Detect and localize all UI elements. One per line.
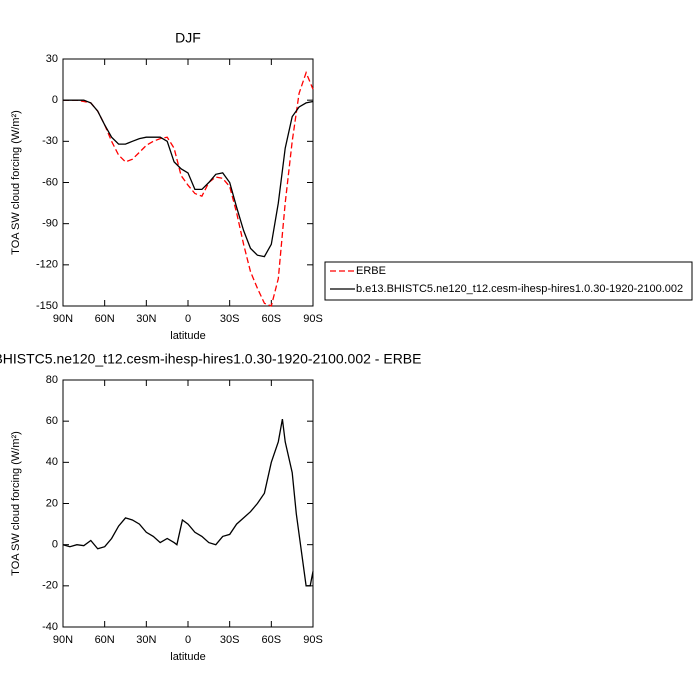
y-tick-label: 30 — [46, 53, 58, 65]
chart-title: b.e13.BHISTC5.ne120_t12.cesm-ihesp-hires… — [0, 351, 421, 367]
x-tick-label: 90S — [303, 634, 323, 646]
x-tick-label: 30N — [136, 634, 156, 646]
data-line — [62, 418, 314, 587]
y-tick-label: 0 — [52, 94, 58, 106]
plot-frame — [62, 58, 314, 307]
x-tick-label: 60N — [95, 634, 115, 646]
y-tick-label: -40 — [42, 621, 58, 633]
x-tick-label: 30S — [220, 634, 240, 646]
y-tick-label: 20 — [46, 497, 58, 509]
x-tick-label: 60S — [262, 634, 282, 646]
y-tick-label: -30 — [42, 135, 58, 147]
legend-label: ERBE — [356, 265, 386, 277]
x-tick-label: 30N — [136, 313, 156, 325]
data-line — [63, 99, 314, 258]
x-tick-label: 60S — [262, 313, 282, 325]
x-axis-label: latitude — [170, 651, 205, 663]
y-tick-label: -150 — [36, 300, 58, 312]
x-tick-label: 0 — [185, 313, 191, 325]
y-axis-label: TOA SW cloud forcing (W/m²) — [10, 110, 22, 255]
x-tick-label: 90N — [53, 313, 73, 325]
x-axis-label: latitude — [170, 330, 205, 342]
legend-box — [324, 261, 693, 301]
x-tick-label: 30S — [220, 313, 240, 325]
data-line — [63, 70, 314, 307]
y-tick-label: 40 — [46, 456, 58, 468]
x-tick-label: 90N — [53, 634, 73, 646]
y-tick-label: -20 — [42, 580, 58, 592]
x-tick-label: 90S — [303, 313, 323, 325]
y-axis-label: TOA SW cloud forcing (W/m²) — [10, 431, 22, 576]
y-tick-label: 60 — [46, 415, 58, 427]
x-tick-label: 60N — [95, 313, 115, 325]
plot-frame — [62, 379, 314, 628]
legend-label: b.e13.BHISTC5.ne120_t12.cesm-ihesp-hires… — [356, 283, 683, 295]
chart-title: DJF — [175, 30, 201, 46]
x-tick-label: 0 — [185, 634, 191, 646]
y-tick-label: -90 — [42, 218, 58, 230]
y-tick-label: 0 — [52, 539, 58, 551]
y-tick-label: -120 — [36, 259, 58, 271]
y-tick-label: -60 — [42, 176, 58, 188]
y-tick-label: 80 — [46, 374, 58, 386]
